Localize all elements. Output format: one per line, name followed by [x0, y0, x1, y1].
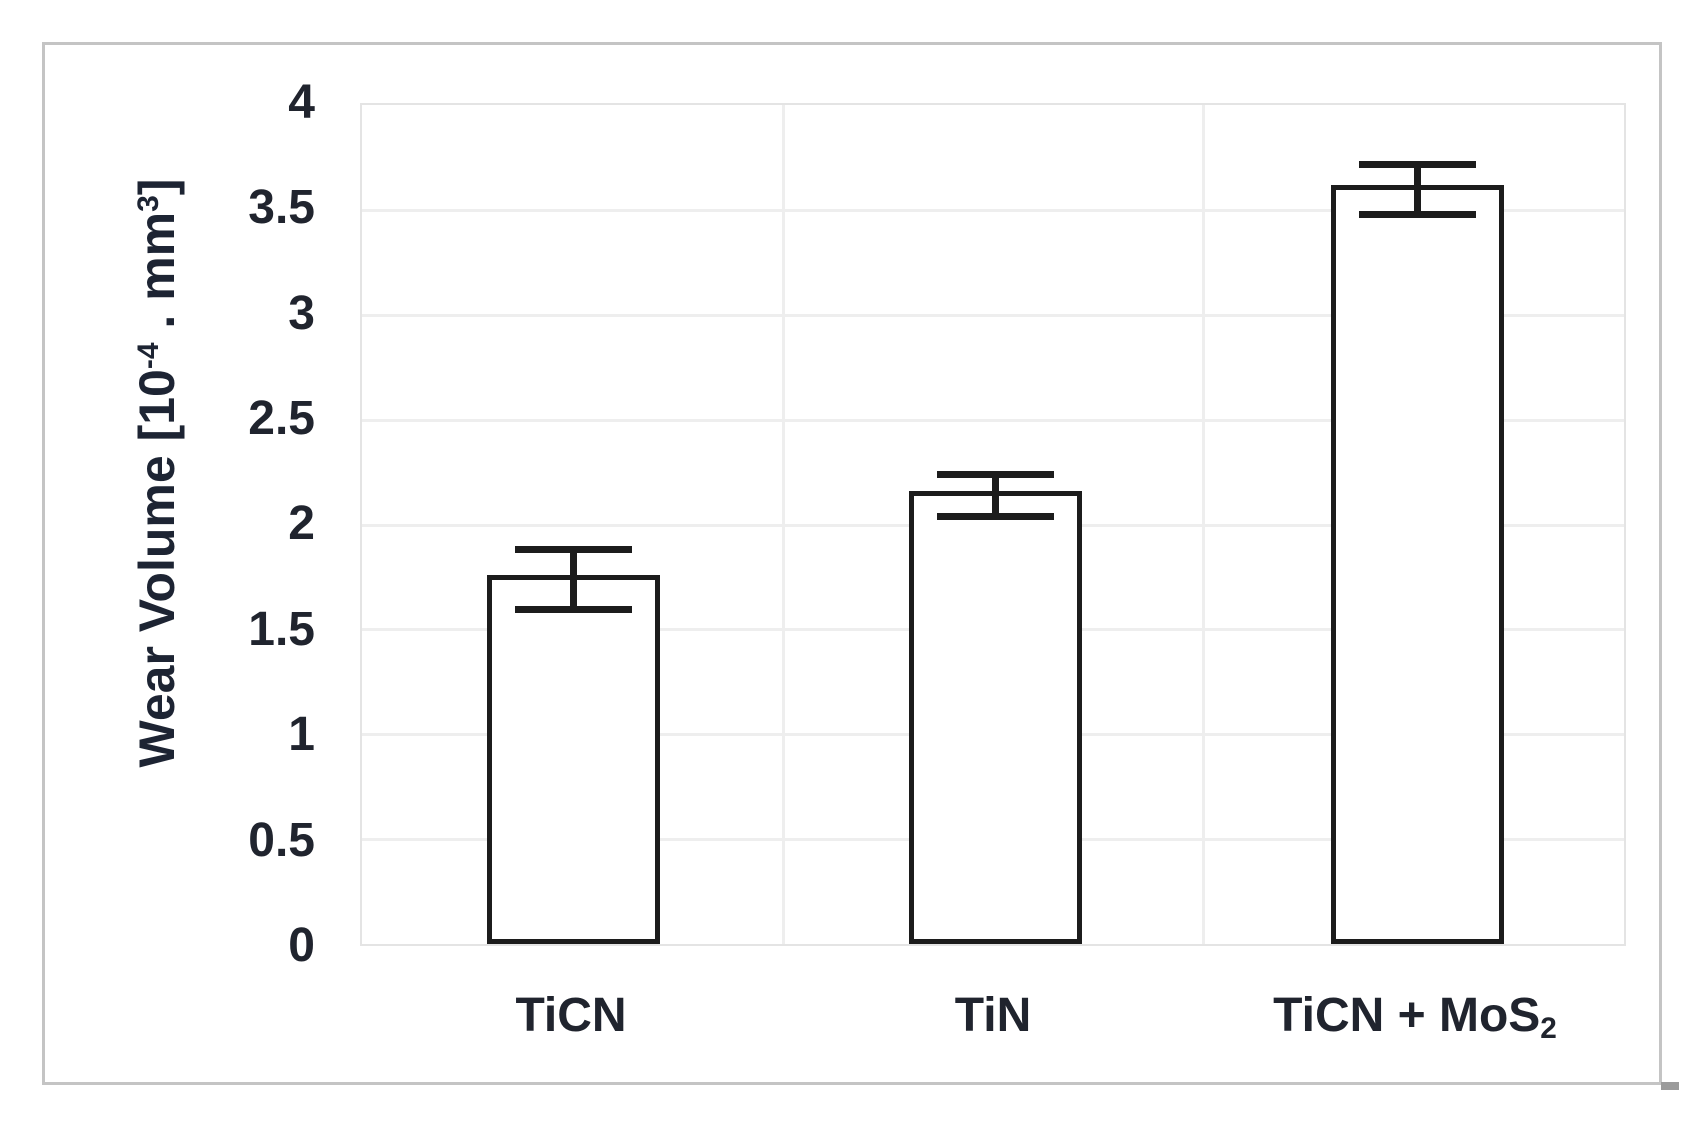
gridline-3-5 [362, 208, 1624, 212]
category-separator-2 [1202, 105, 1206, 944]
category-separator-1 [781, 105, 785, 944]
bar-2 [1331, 185, 1504, 944]
y-tick-label-2-5: 2.5 [248, 392, 315, 445]
gridline-3 [362, 313, 1624, 317]
y-tick-label-1: 1 [288, 708, 315, 761]
x-category-label-text: TiN [954, 989, 1032, 1042]
error-bar-cap-0-top [515, 546, 632, 553]
y-tick-label-2: 2 [288, 497, 315, 550]
bar-0 [487, 575, 660, 944]
x-category-label-text: TiCN [515, 989, 627, 1042]
error-bar-stem-0 [570, 549, 577, 609]
y-tick-label-3: 3 [288, 287, 315, 340]
error-bar-stem-2 [1414, 164, 1421, 214]
error-bar-cap-0-bottom [515, 606, 632, 613]
y-axis-title-unit-exponent: 3 [131, 195, 165, 212]
gridline-2-5 [362, 418, 1624, 422]
bar-1 [909, 491, 1082, 944]
error-bar-cap-2-bottom [1359, 211, 1476, 218]
x-category-label-ticn: TiCN [515, 989, 626, 1049]
x-category-label-tin: TiN [955, 989, 1031, 1049]
y-tick-label-0-5: 0.5 [248, 814, 315, 867]
x-category-label-ticn-mos2: TiCN + MoS2 [1273, 989, 1557, 1049]
y-tick-label-4: 4 [288, 76, 315, 129]
error-bar-cap-2-top [1359, 161, 1476, 168]
plot-area [360, 103, 1626, 946]
y-tick-label-3-5: 3.5 [248, 181, 315, 234]
y-axis-title: Wear Volume [10-4 . mm3] [128, 179, 186, 768]
x-category-label-subscript: 2 [1540, 1011, 1557, 1045]
y-tick-label-1-5: 1.5 [248, 603, 315, 656]
y-axis-title-exponent: -4 [131, 342, 165, 370]
error-bar-cap-1-bottom [937, 513, 1054, 520]
y-tick-label-0: 0 [288, 919, 315, 972]
error-bar-cap-1-top [937, 471, 1054, 478]
frame-corner-mark [1661, 1082, 1679, 1090]
error-bar-stem-1 [992, 474, 999, 516]
x-category-label-text: TiCN + MoS [1273, 989, 1541, 1042]
chart-frame: Wear Volume [10-4 . mm3] 4 3.5 3 2.5 2 1… [42, 42, 1662, 1085]
